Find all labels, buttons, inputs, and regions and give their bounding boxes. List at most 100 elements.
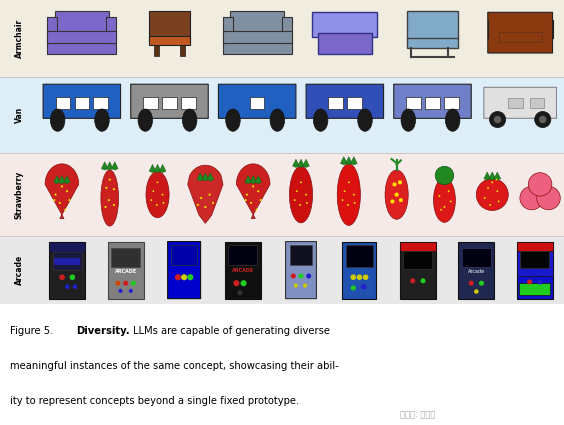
Polygon shape [59, 176, 65, 184]
Bar [143, 96, 158, 109]
Text: Arcade: Arcade [15, 255, 24, 285]
Polygon shape [188, 165, 223, 224]
Text: Van: Van [15, 107, 24, 123]
Polygon shape [154, 164, 161, 173]
Circle shape [390, 199, 395, 204]
Polygon shape [494, 172, 501, 180]
Circle shape [393, 182, 396, 187]
Polygon shape [350, 156, 357, 165]
Polygon shape [54, 176, 60, 184]
Polygon shape [255, 176, 262, 184]
Ellipse shape [182, 109, 197, 131]
Bar [312, 12, 377, 37]
Bar [224, 241, 261, 299]
Bar [47, 31, 116, 43]
Circle shape [494, 116, 501, 123]
Polygon shape [293, 159, 299, 167]
Bar [318, 34, 372, 54]
Ellipse shape [101, 170, 118, 226]
Bar [499, 32, 542, 42]
Circle shape [353, 194, 355, 196]
Circle shape [108, 199, 110, 201]
Ellipse shape [314, 109, 328, 131]
FancyBboxPatch shape [306, 84, 384, 118]
Circle shape [156, 204, 157, 206]
Circle shape [255, 209, 258, 211]
Circle shape [298, 274, 303, 279]
Ellipse shape [270, 109, 285, 131]
Ellipse shape [385, 170, 408, 219]
Circle shape [443, 206, 446, 208]
Circle shape [489, 204, 491, 206]
Circle shape [537, 280, 543, 285]
Text: meaningful instances of the same concept, showcasing their abil-: meaningful instances of the same concept… [10, 361, 339, 371]
Circle shape [65, 284, 69, 289]
Bar [223, 42, 292, 54]
Bar [108, 241, 144, 299]
Circle shape [448, 190, 450, 192]
Circle shape [59, 202, 61, 204]
Circle shape [363, 275, 368, 280]
Bar [508, 99, 523, 108]
Polygon shape [149, 164, 156, 173]
FancyBboxPatch shape [218, 84, 296, 118]
Ellipse shape [446, 109, 460, 131]
Bar [407, 38, 457, 48]
Polygon shape [159, 164, 166, 173]
Polygon shape [250, 176, 257, 184]
Circle shape [450, 201, 452, 202]
Circle shape [539, 116, 547, 123]
Circle shape [296, 190, 298, 192]
Circle shape [162, 202, 164, 204]
Bar [407, 11, 457, 40]
Text: 公众号: 新智元: 公众号: 新智元 [400, 410, 435, 419]
Bar [149, 36, 190, 45]
Bar [55, 11, 109, 34]
Bar [56, 96, 70, 109]
Bar [281, 17, 292, 43]
Circle shape [61, 185, 63, 187]
Bar [328, 96, 343, 109]
Circle shape [356, 275, 362, 280]
Circle shape [496, 190, 498, 192]
Circle shape [237, 290, 243, 295]
Bar [162, 96, 177, 109]
Ellipse shape [358, 109, 372, 131]
Circle shape [118, 289, 122, 293]
Circle shape [487, 187, 489, 189]
Bar [459, 241, 494, 299]
Circle shape [305, 194, 307, 196]
Circle shape [342, 199, 343, 201]
Circle shape [252, 185, 254, 187]
Circle shape [250, 202, 252, 204]
Circle shape [157, 181, 158, 183]
Circle shape [490, 111, 506, 128]
Bar [347, 96, 362, 109]
Bar [49, 241, 85, 252]
Bar [0, 236, 564, 304]
Circle shape [350, 275, 356, 280]
Polygon shape [303, 159, 310, 167]
Ellipse shape [337, 164, 360, 225]
Bar [519, 283, 550, 295]
Circle shape [348, 181, 350, 183]
Circle shape [474, 289, 479, 294]
Bar [530, 99, 544, 108]
Circle shape [104, 206, 107, 208]
Bar [403, 251, 432, 269]
Circle shape [290, 274, 296, 279]
Circle shape [496, 178, 497, 181]
Circle shape [299, 204, 301, 206]
Text: Armchair: Armchair [15, 19, 24, 58]
Bar [47, 42, 116, 54]
Circle shape [200, 197, 202, 199]
Circle shape [306, 274, 311, 279]
Text: ARCADE: ARCADE [114, 269, 136, 274]
Circle shape [245, 199, 246, 201]
Bar [171, 244, 197, 265]
Polygon shape [107, 162, 113, 170]
Ellipse shape [289, 167, 312, 223]
Bar [400, 241, 436, 251]
Bar [149, 11, 190, 42]
FancyBboxPatch shape [484, 87, 557, 118]
